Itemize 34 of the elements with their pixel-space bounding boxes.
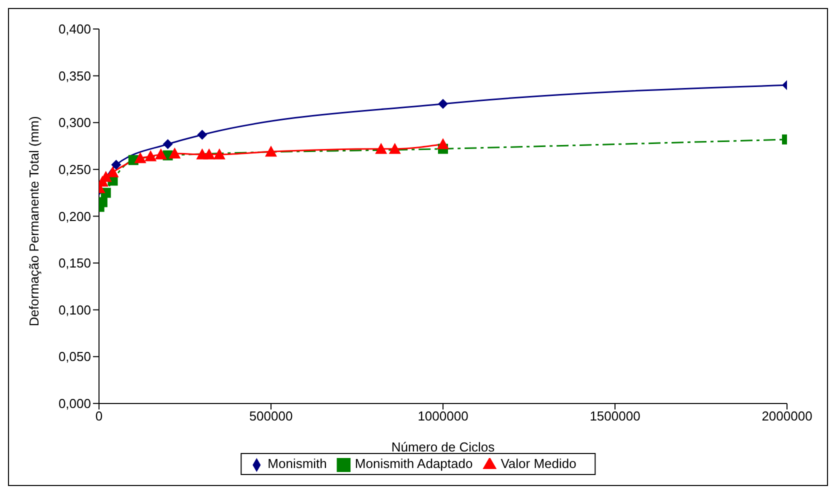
y-tick-label: 0,400 xyxy=(58,22,91,37)
y-axis-title: Deformação Permanente Total (mm) xyxy=(26,116,42,326)
point xyxy=(265,146,277,157)
y-tick-label: 0,000 xyxy=(58,396,91,412)
point xyxy=(168,148,181,158)
y-tick-label: 0,050 xyxy=(58,349,91,364)
point xyxy=(144,150,157,162)
y-tick-label: 0,100 xyxy=(58,302,91,318)
x-axis-title: Número de Ciclos xyxy=(391,439,496,454)
point xyxy=(111,160,122,170)
y-tick-label: 0,200 xyxy=(58,208,91,224)
legend-label: Monismith Adaptado xyxy=(354,456,473,472)
point xyxy=(162,139,173,150)
x-tick-label: 0 xyxy=(95,408,103,424)
point xyxy=(388,142,401,154)
legend-label: Valor Medido xyxy=(500,456,576,472)
x-tick-label: 500000 xyxy=(249,408,293,424)
point xyxy=(438,98,448,109)
y-tick-label: 0,300 xyxy=(58,115,91,130)
point xyxy=(203,148,216,160)
point xyxy=(375,142,388,154)
point xyxy=(213,148,226,160)
y-tick-label: 0,250 xyxy=(58,162,91,178)
x-tick-label: 2000000 xyxy=(762,408,812,424)
point xyxy=(197,130,208,140)
point xyxy=(134,152,146,164)
point xyxy=(437,138,449,150)
point xyxy=(106,166,119,178)
y-tick-label: 0,150 xyxy=(58,256,91,271)
y-tick-label: 0,350 xyxy=(58,68,91,84)
legend-label: Monismith xyxy=(268,456,327,472)
x-tick-label: 1500000 xyxy=(590,408,640,424)
point xyxy=(154,148,167,160)
x-tick-label: 1000000 xyxy=(418,408,468,424)
